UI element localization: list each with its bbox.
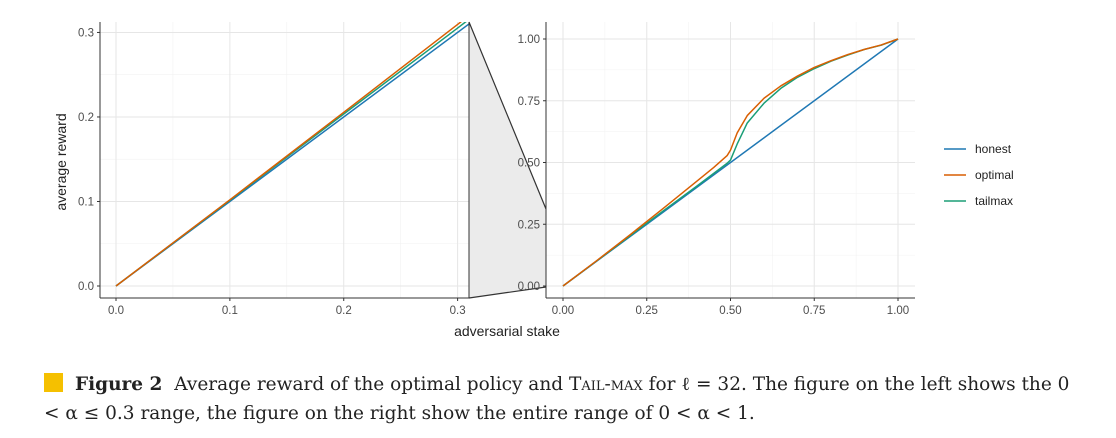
series-line-optimal bbox=[562, 38, 899, 287]
zoom-shade bbox=[469, 22, 546, 298]
legend: honest optimal tailmax bbox=[944, 142, 1014, 208]
right-y-tick-labels: 0.00 0.25 0.50 0.75 1.00 bbox=[518, 22, 547, 298]
y-tick-label: 0.25 bbox=[518, 219, 540, 231]
x-tick-label: 0.75 bbox=[803, 305, 825, 317]
series-line-optimal bbox=[115, 22, 462, 287]
x-tick-label: 0.1 bbox=[222, 305, 238, 317]
x-tick-label: 0.2 bbox=[336, 305, 352, 317]
right-series-lines bbox=[562, 38, 899, 287]
figure: 0.0 0.1 0.2 0.3 0.0 0.1 0.2 0.3 average reward… bbox=[53, 21, 1014, 339]
right-panel: 0.00 0.25 0.50 0.75 1.00 0.00 0.25 0.50 0.75 1.0… bbox=[518, 22, 915, 317]
x-tick-label: 0.25 bbox=[636, 305, 658, 317]
zoom-connector-lower bbox=[468, 286, 547, 299]
figure-caption: Figure 2 Average reward of the optimal p… bbox=[44, 370, 1084, 428]
left-y-tick-labels: 0.0 0.1 0.2 0.3 bbox=[78, 22, 101, 298]
left-series-lines bbox=[115, 22, 469, 287]
x-tick-label: 0.00 bbox=[552, 305, 574, 317]
y-tick-label: 0.3 bbox=[78, 27, 94, 39]
y-tick-label: 0.50 bbox=[518, 158, 540, 170]
caption-policy-name: Tail-max bbox=[569, 374, 643, 395]
y-tick-label: 1.00 bbox=[518, 34, 540, 46]
legend-label-optimal: optimal bbox=[975, 168, 1014, 182]
caption-text-before: Average reward of the optimal policy and bbox=[174, 374, 564, 395]
right-x-tick-labels: 0.00 0.25 0.50 0.75 1.00 bbox=[546, 297, 915, 317]
x-tick-label: 0.0 bbox=[108, 305, 124, 317]
x-axis-label: adversarial stake bbox=[454, 323, 560, 339]
legend-label-tailmax: tailmax bbox=[975, 194, 1013, 208]
caption-text-after: for ℓ = 32. The figure on the left shows… bbox=[44, 374, 1070, 424]
left-x-tick-labels: 0.0 0.1 0.2 0.3 bbox=[100, 297, 469, 317]
x-tick-label: 0.50 bbox=[719, 305, 741, 317]
caption-label: Figure 2 bbox=[75, 374, 163, 395]
y-tick-label: 0.0 bbox=[78, 281, 94, 293]
y-tick-label: 0.00 bbox=[518, 281, 540, 293]
zoom-connector bbox=[468, 21, 547, 299]
y-tick-label: 0.2 bbox=[78, 112, 94, 124]
legend-label-honest: honest bbox=[975, 142, 1012, 156]
right-gridlines bbox=[546, 22, 915, 298]
left-panel: 0.0 0.1 0.2 0.3 0.0 0.1 0.2 0.3 average reward bbox=[53, 22, 469, 317]
x-tick-label: 0.3 bbox=[450, 305, 466, 317]
y-axis-label: average reward bbox=[53, 113, 69, 210]
x-tick-label: 1.00 bbox=[887, 305, 909, 317]
zoom-connector-upper bbox=[468, 21, 547, 210]
y-tick-label: 0.75 bbox=[518, 96, 540, 108]
caption-marker-icon bbox=[44, 373, 63, 392]
y-tick-label: 0.1 bbox=[78, 196, 94, 208]
